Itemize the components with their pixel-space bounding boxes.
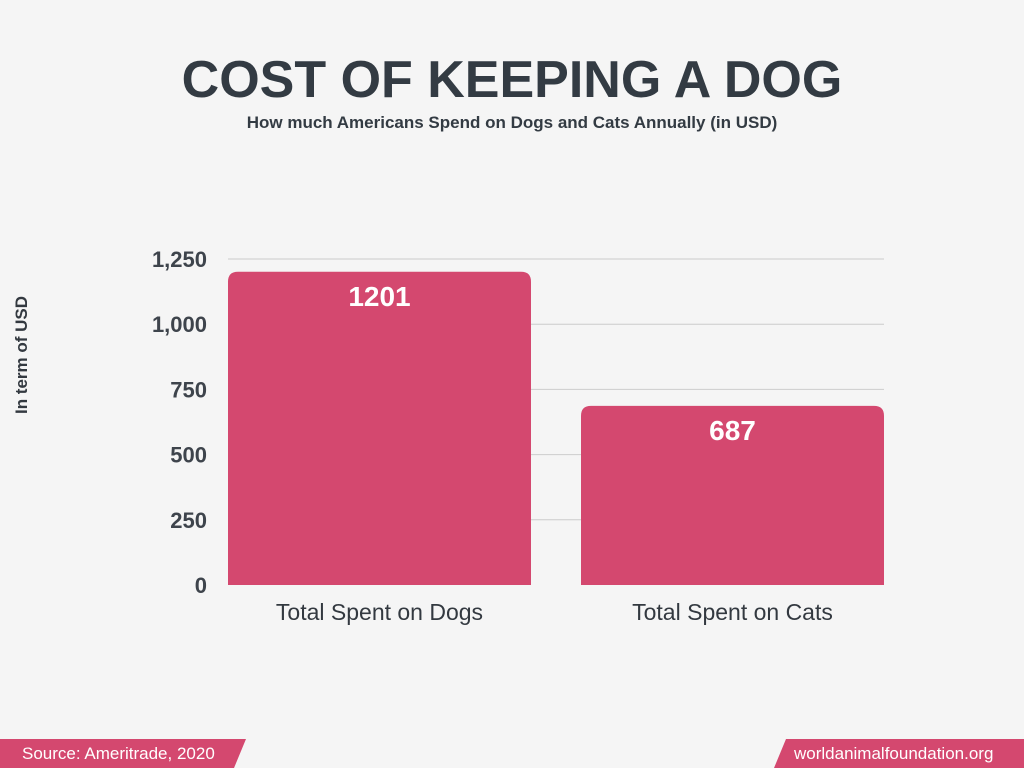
bar-chart: 0 250 500 750 1,000 1,250 1201 Total Spent on … (12, 247, 884, 625)
chart-subtitle: How much Americans Spend on Dogs and Cat… (246, 113, 778, 132)
x-category-label: Total Spent on Cats (632, 599, 833, 625)
x-category-label: Total Spent on Dogs (276, 599, 483, 625)
bar-value-label: 687 (709, 415, 756, 446)
website-footer[interactable]: worldanimalfoundation.org (774, 739, 1024, 768)
bar-value-label: 1201 (348, 281, 410, 312)
y-tick-label: 500 (170, 443, 207, 468)
y-tick-label: 750 (170, 377, 207, 402)
y-tick-label: 1,250 (152, 247, 207, 272)
y-tick-label: 0 (195, 573, 207, 598)
bar-cats (581, 405, 884, 585)
y-axis-label: In term of USD (12, 296, 31, 414)
source-footer: Source: Ameritrade, 2020 (0, 739, 246, 768)
y-tick-label: 250 (170, 508, 207, 533)
chart-title: COST OF KEEPING A DOG (181, 51, 843, 109)
y-tick-label: 1,000 (152, 312, 207, 337)
bar-dogs (228, 271, 531, 585)
